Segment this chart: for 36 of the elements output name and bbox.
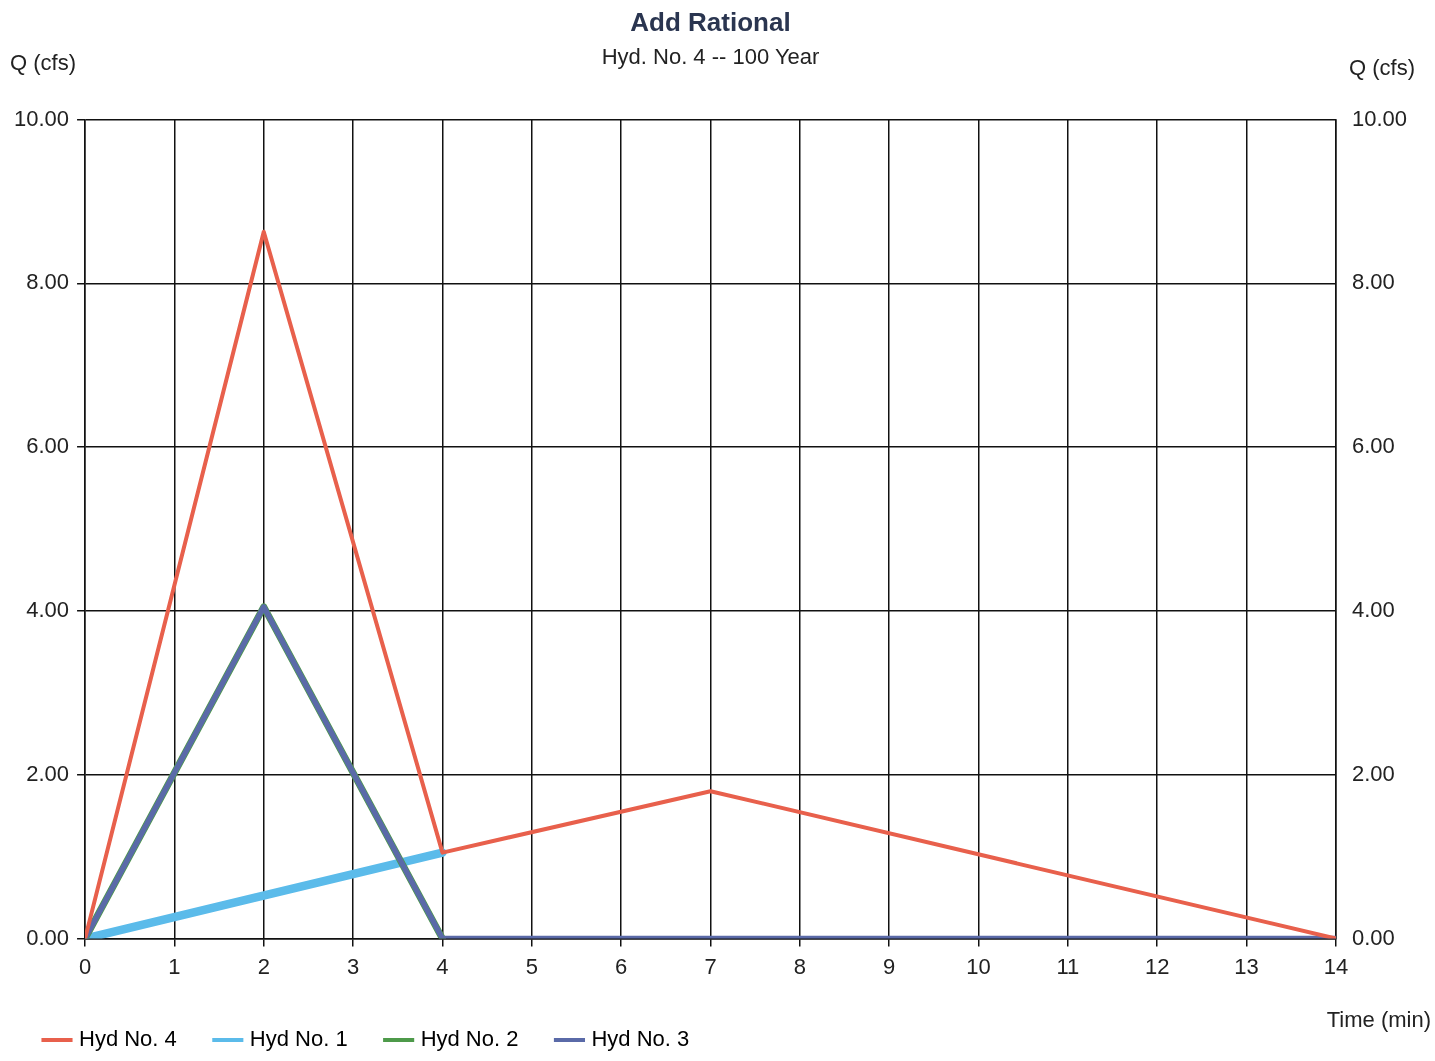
y-tick-label: 2.00: [26, 760, 70, 786]
x-axis-title: Time (min): [1326, 1006, 1431, 1032]
x-tick-label: 9: [883, 953, 896, 979]
x-tick-label: 13: [1234, 953, 1259, 979]
x-tick-label: 0: [78, 953, 92, 979]
x-tick-label: 5: [525, 953, 538, 979]
x-tick-label: 2: [257, 953, 270, 979]
x-tick-label: 10: [966, 953, 991, 979]
y2-tick-label: 10.00: [1351, 105, 1408, 131]
y2-axis-title: Q (cfs): [1349, 54, 1415, 80]
x-tick-label: 7: [704, 953, 717, 979]
y-tick-label: 0.00: [26, 924, 70, 950]
x-tick-label: 12: [1145, 953, 1170, 979]
x-tick-label: 6: [615, 953, 628, 979]
chart-title: Add Rational: [630, 6, 791, 37]
x-tick-label: 3: [346, 953, 360, 979]
y-tick-label: 8.00: [26, 269, 70, 295]
y-tick-label: 6.00: [26, 433, 70, 459]
y2-tick-label: 4.00: [1351, 597, 1395, 623]
y2-tick-label: 0.00: [1351, 924, 1395, 950]
y-tick-label: 4.00: [26, 597, 70, 623]
y-axis-title: Q (cfs): [10, 49, 76, 75]
y2-tick-label: 6.00: [1351, 433, 1395, 459]
x-tick-label: 4: [436, 953, 449, 979]
chart-subtitle: Hyd. No. 4 -- 100 Year: [601, 44, 820, 70]
legend-label: Hyd No. 4: [79, 1026, 177, 1052]
y2-tick-label: 2.00: [1351, 760, 1395, 786]
legend-label: Hyd No. 1: [249, 1026, 348, 1052]
y-tick-label: 10.00: [13, 105, 70, 131]
x-tick-label: 11: [1056, 953, 1080, 979]
legend-label: Hyd No. 2: [420, 1026, 519, 1052]
legend-label: Hyd No. 3: [591, 1026, 690, 1052]
x-tick-label: 1: [168, 953, 181, 979]
x-tick-label: 14: [1323, 953, 1349, 979]
y2-tick-label: 8.00: [1351, 269, 1395, 295]
x-tick-label: 8: [793, 953, 806, 979]
